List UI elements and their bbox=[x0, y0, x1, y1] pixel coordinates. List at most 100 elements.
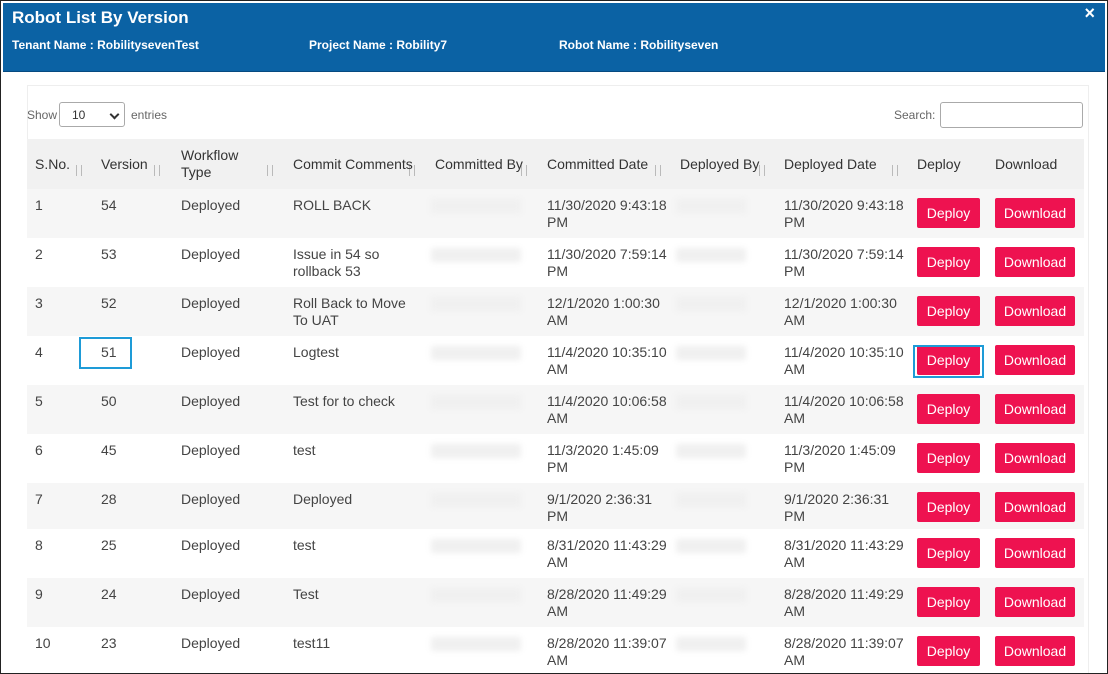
project-name: Project Name : Robility7 bbox=[309, 38, 448, 52]
deploy-button[interactable]: Deploy bbox=[917, 198, 980, 228]
cell: 9 bbox=[35, 586, 43, 602]
cell: Test for to check bbox=[293, 393, 395, 409]
cell: 25 bbox=[101, 537, 117, 553]
download-button[interactable]: Download bbox=[995, 636, 1075, 666]
download-button[interactable]: Download bbox=[995, 492, 1075, 522]
redacted bbox=[431, 297, 521, 311]
robot-name: Robot Name : Robilityseven bbox=[559, 38, 719, 52]
redacted bbox=[676, 248, 746, 262]
cell: Deployed bbox=[181, 537, 241, 553]
cell: 45 bbox=[101, 442, 117, 458]
column-header[interactable]: S.No. bbox=[35, 155, 71, 172]
cell: Deployed bbox=[181, 393, 241, 409]
cell: 8/28/2020 11:49:29 AM bbox=[547, 586, 667, 619]
download-button[interactable]: Download bbox=[995, 443, 1075, 473]
search-label: Search: bbox=[894, 108, 936, 122]
sort-icon bbox=[75, 165, 83, 177]
redacted bbox=[676, 539, 746, 553]
column-header[interactable]: Workflow Type bbox=[181, 147, 239, 180]
cell: 51 bbox=[101, 344, 117, 360]
cell: 11/30/2020 7:59:14 PM bbox=[547, 246, 667, 279]
deploy-button[interactable]: Deploy bbox=[917, 587, 980, 617]
entries-label: entries bbox=[131, 108, 168, 122]
cell: Issue in 54 so rollback 53 bbox=[293, 246, 380, 279]
deploy-button[interactable]: Deploy bbox=[917, 443, 980, 473]
deploy-button[interactable]: Deploy bbox=[917, 492, 980, 522]
cell: 11/3/2020 1:45:09 PM bbox=[547, 442, 659, 475]
column-header[interactable]: Committed Date bbox=[547, 155, 649, 172]
column-header[interactable]: Commit Comments bbox=[293, 155, 413, 172]
cell: 8/28/2020 11:39:07 AM bbox=[784, 635, 904, 668]
deploy-button[interactable]: Deploy bbox=[917, 345, 980, 375]
download-button[interactable]: Download bbox=[995, 296, 1075, 326]
cell: 8/28/2020 11:49:29 AM bbox=[784, 586, 904, 619]
deploy-button[interactable]: Deploy bbox=[917, 296, 980, 326]
cell: 8/28/2020 11:39:07 AM bbox=[547, 635, 667, 668]
deploy-button[interactable]: Deploy bbox=[917, 538, 980, 568]
cell: 50 bbox=[101, 393, 117, 409]
sort-icon bbox=[758, 165, 766, 177]
redacted bbox=[676, 199, 746, 213]
download-button[interactable]: Download bbox=[995, 538, 1075, 568]
redacted bbox=[431, 637, 521, 651]
cell: 11/4/2020 10:06:58 AM bbox=[784, 393, 904, 426]
cell: Deployed bbox=[181, 442, 241, 458]
column-header[interactable]: Deployed By bbox=[680, 155, 760, 172]
table-row bbox=[27, 189, 1084, 239]
cell: 12/1/2020 1:00:30 AM bbox=[547, 295, 660, 328]
redacted bbox=[431, 199, 521, 213]
cell: Deployed bbox=[181, 295, 241, 311]
cell: 12/1/2020 1:00:30 AM bbox=[784, 295, 897, 328]
search-input[interactable] bbox=[940, 102, 1083, 128]
cell: ROLL BACK bbox=[293, 197, 372, 213]
cell: 28 bbox=[101, 491, 117, 507]
cell: test11 bbox=[293, 635, 331, 651]
cell: Logtest bbox=[293, 344, 339, 360]
sort-icon bbox=[654, 165, 662, 177]
table-row bbox=[27, 336, 1084, 386]
download-button[interactable]: Download bbox=[995, 587, 1075, 617]
sort-icon bbox=[520, 165, 528, 177]
cell: 11/4/2020 10:06:58 AM bbox=[547, 393, 667, 426]
deploy-button[interactable]: Deploy bbox=[917, 636, 980, 666]
cell: 1 bbox=[35, 197, 43, 213]
cell: 9/1/2020 2:36:31 PM bbox=[784, 491, 890, 524]
cell: 3 bbox=[35, 295, 43, 311]
table-row bbox=[27, 627, 1084, 673]
cell: test bbox=[293, 537, 316, 553]
cell: 53 bbox=[101, 246, 117, 262]
cell: test bbox=[293, 442, 316, 458]
redacted bbox=[676, 346, 746, 360]
entries-select[interactable]: 10 bbox=[59, 102, 125, 127]
title: Robot List By Version bbox=[12, 8, 189, 27]
redacted bbox=[431, 588, 521, 602]
highlight bbox=[79, 337, 132, 369]
cell: 11/30/2020 9:43:18 PM bbox=[784, 197, 904, 230]
column-header[interactable]: Deployed Date bbox=[784, 155, 877, 172]
cell: 11/3/2020 1:45:09 PM bbox=[784, 442, 896, 475]
deploy-button[interactable]: Deploy bbox=[917, 394, 980, 424]
cell: Deployed bbox=[181, 586, 241, 602]
cell: 11/30/2020 9:43:18 PM bbox=[547, 197, 667, 230]
close-button[interactable]: × bbox=[1084, 3, 1095, 23]
cell: Deployed bbox=[181, 491, 241, 507]
column-header[interactable]: Committed By bbox=[435, 155, 523, 172]
download-button[interactable]: Download bbox=[995, 198, 1075, 228]
cell: 52 bbox=[101, 295, 117, 311]
cell: 11/30/2020 7:59:14 PM bbox=[784, 246, 904, 279]
column-header[interactable]: Version bbox=[101, 155, 148, 172]
download-button[interactable]: Download bbox=[995, 345, 1075, 375]
tenant-name: Tenant Name : RobilitysevenTest bbox=[12, 38, 199, 52]
download-button[interactable]: Download bbox=[995, 247, 1075, 277]
cell: Roll Back to Move To UAT bbox=[293, 295, 406, 328]
download-button[interactable]: Download bbox=[995, 394, 1075, 424]
cell: 8 bbox=[35, 537, 43, 553]
cell: 4 bbox=[35, 344, 43, 360]
cell: Deployed bbox=[181, 197, 241, 213]
deploy-button[interactable]: Deploy bbox=[917, 247, 980, 277]
sort-icon bbox=[266, 165, 274, 177]
redacted bbox=[676, 493, 746, 507]
cell: 8/31/2020 11:43:29 AM bbox=[784, 537, 904, 570]
cell: 5 bbox=[35, 393, 43, 409]
column-header: Deploy bbox=[917, 155, 961, 172]
